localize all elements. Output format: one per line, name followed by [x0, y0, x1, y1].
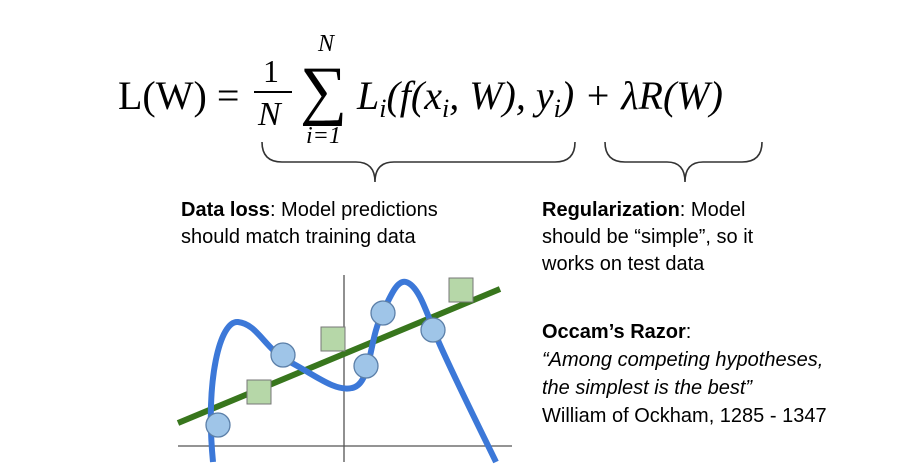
formula-subscript: i	[442, 94, 450, 123]
data-square	[448, 277, 474, 303]
data-square	[320, 326, 346, 352]
formula-lhs: L(W) =	[118, 73, 240, 118]
heading: Data loss	[181, 199, 270, 221]
attribution: William of Ockham, 1285 - 1347	[542, 405, 827, 427]
text-line: Regularization: Model	[542, 197, 753, 224]
regularization-text: Regularization: Model should be “simple”…	[542, 197, 753, 278]
text: : Model predictions	[269, 199, 438, 221]
heading: Occam’s Razor	[542, 321, 686, 343]
occam-text: Occam’s Razor: “Among competing hypothes…	[542, 318, 827, 430]
brace-regularization	[604, 141, 763, 183]
data-loss-text: Data loss: Model predictions should matc…	[181, 197, 438, 251]
data-circle	[370, 300, 396, 326]
formula-subscript: i	[553, 94, 561, 123]
formula-part: , W), y	[449, 73, 554, 118]
text: :	[685, 321, 692, 343]
quote-line: “Among competing hypotheses,	[542, 349, 824, 371]
sum-lower: i=1	[306, 123, 341, 149]
text: : Model	[679, 199, 746, 221]
heading: Regularization	[542, 199, 680, 221]
formula-term: Li(f(xi, W), yi) + λR(W)	[357, 73, 723, 122]
formula-subscript: i	[379, 94, 387, 123]
quote-line: the simplest is the best”	[542, 377, 753, 399]
formula-part: ) + λR(W)	[560, 73, 723, 118]
formula-part: (f(x	[386, 73, 442, 118]
data-circle	[205, 412, 231, 438]
brace-data-loss	[261, 141, 576, 183]
fraction-denominator: N	[258, 96, 281, 133]
text-line: should match training data	[181, 226, 416, 248]
data-circle	[420, 317, 446, 343]
fraction-numerator: 1	[263, 53, 279, 89]
formula-part: L	[357, 73, 380, 118]
text-line: should be “simple”, so it	[542, 226, 754, 248]
text-line: Occam’s Razor:	[542, 318, 827, 346]
data-square	[246, 379, 272, 405]
data-circle	[270, 342, 296, 368]
sum-sign: ∑	[300, 54, 348, 127]
sum-upper: N	[318, 31, 335, 57]
text-line: Data loss: Model predictions	[181, 197, 438, 224]
text-line: works on test data	[542, 253, 705, 275]
simple-fit-line	[176, 286, 502, 426]
data-circle	[353, 353, 379, 379]
